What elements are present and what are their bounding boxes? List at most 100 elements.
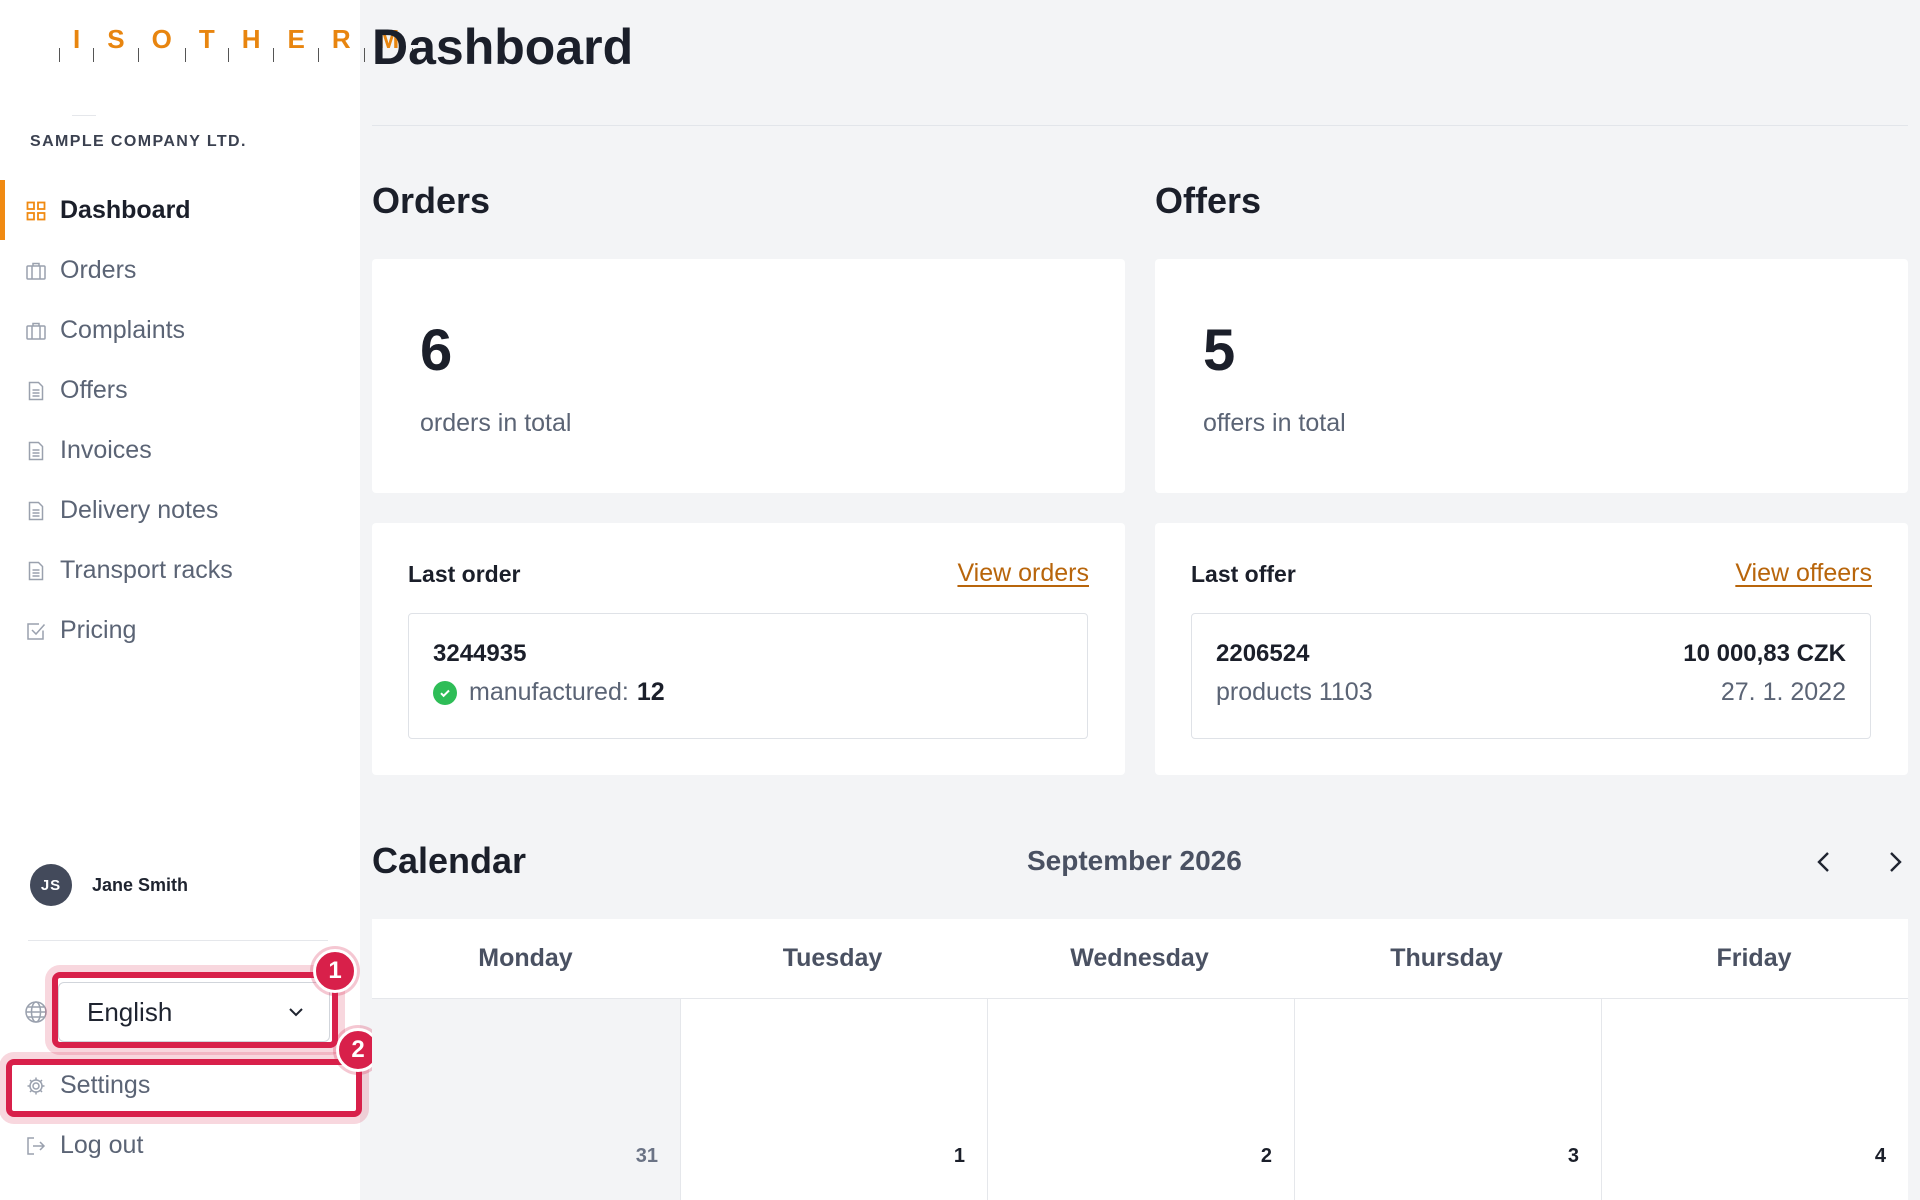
- calendar-date: 3: [1567, 1145, 1579, 1167]
- calendar-day-cell[interactable]: 31: [372, 999, 680, 1200]
- sidebar-item-label: Orders: [60, 255, 137, 284]
- logo-letter: S: [107, 24, 125, 54]
- logout-link[interactable]: Log out: [0, 1115, 360, 1175]
- calendar-date: 4: [1874, 1145, 1886, 1167]
- title-divider: [372, 125, 1908, 126]
- user-profile[interactable]: JS Jane Smith: [30, 864, 188, 906]
- logo-tick: [227, 48, 229, 62]
- calendar-date: 31: [635, 1145, 658, 1167]
- weekday-header: Friday: [1716, 944, 1792, 972]
- sidebar-item-complaints[interactable]: Complaints: [0, 300, 360, 360]
- logo-tick: [184, 48, 186, 62]
- weekday-header: Monday: [478, 944, 573, 972]
- last-offer-item[interactable]: 2206524 products 1103 10 000,83 CZK 27. …: [1191, 613, 1871, 739]
- sidebar-item-label: Complaints: [60, 315, 186, 344]
- calendar-day-cell[interactable]: 4: [1601, 999, 1908, 1200]
- calendar-date: 2: [1260, 1145, 1272, 1167]
- company-name: SAMPLE COMPANY LTD.: [30, 133, 247, 150]
- document-icon: [28, 381, 44, 401]
- view-offers-link[interactable]: View offeers: [1735, 559, 1872, 587]
- logo-tick: [59, 48, 60, 62]
- weekday-header: Wednesday: [1070, 944, 1209, 972]
- calendar-day-cell[interactable]: 2: [987, 999, 1294, 1200]
- offer-date: 27. 1. 2022: [1720, 678, 1846, 706]
- calendar-day-cell[interactable]: 1: [680, 999, 987, 1200]
- chevron-left-icon[interactable]: [1812, 848, 1836, 876]
- user-name: Jane Smith: [92, 874, 189, 895]
- sidebar-divider: [28, 940, 328, 941]
- highlight-settings: [6, 1059, 362, 1117]
- last-order-card: Last order View orders 3244935 manufactu…: [372, 523, 1125, 775]
- last-offer-card: Last offer View offeers 2206524 products…: [1155, 523, 1908, 775]
- settings-label: Settings: [60, 1070, 151, 1099]
- sidebar-item-pricing[interactable]: Pricing: [0, 600, 360, 660]
- avatar: JS: [30, 864, 72, 906]
- sidebar-item-dashboard[interactable]: Dashboard: [0, 180, 360, 240]
- sidebar-item-label: Transport racks: [60, 555, 233, 584]
- logo-tick: [137, 48, 139, 62]
- sidebar: I S O T H E R M SAMPLE COMPANY LTD. Dash…: [0, 0, 414, 1200]
- calendar-divider: [372, 998, 1908, 999]
- offers-section-title: Offers: [1155, 180, 1262, 221]
- logo-letter: T: [198, 24, 215, 54]
- orders-total-count: 6: [420, 318, 453, 383]
- highlight-language-select: [52, 972, 338, 1048]
- logo-tick: [273, 48, 275, 62]
- status-value: 12: [636, 678, 665, 706]
- chevron-down-icon: [289, 1008, 303, 1017]
- logo-letter: H: [241, 24, 261, 54]
- grid-icon: [26, 201, 46, 221]
- isotherm-logo[interactable]: I S O T H E R M: [46, 24, 426, 62]
- last-order-item[interactable]: 3244935 manufactured: 12: [408, 613, 1088, 739]
- sidebar-item-label: Pricing: [60, 615, 137, 644]
- sidebar-item-offers[interactable]: Offers: [0, 360, 360, 420]
- language-select-value: English: [87, 996, 173, 1027]
- check-circle-icon: [433, 680, 457, 705]
- settings-link[interactable]: Settings: [0, 1055, 360, 1115]
- logo-tick: [317, 48, 319, 62]
- sidebar-item-label: Invoices: [60, 435, 152, 464]
- logo-letter: M: [377, 24, 400, 54]
- sidebar-item-transport-racks[interactable]: Transport racks: [0, 540, 360, 600]
- logo-letter: O: [151, 24, 172, 54]
- last-offer-heading: Last offer: [1191, 561, 1296, 587]
- logo-letter: R: [331, 24, 351, 54]
- sidebar-item-label: Dashboard: [60, 195, 191, 224]
- sidebar-item-delivery-notes[interactable]: Delivery notes: [0, 480, 360, 540]
- calendar-date: 1: [953, 1145, 965, 1167]
- offer-products: products 1103: [1216, 678, 1373, 706]
- logo-divider: [72, 115, 96, 116]
- logout-label: Log out: [60, 1130, 144, 1159]
- gear-icon: [27, 1077, 45, 1095]
- orders-total-label: orders in total: [420, 409, 572, 437]
- document-icon: [28, 441, 44, 461]
- chevron-right-icon[interactable]: [1883, 848, 1907, 876]
- last-order-heading: Last order: [408, 561, 521, 587]
- briefcase-icon: [26, 322, 46, 340]
- sidebar-item-invoices[interactable]: Invoices: [0, 420, 360, 480]
- calendar-title: Calendar: [372, 840, 527, 881]
- logo-letter: I: [73, 24, 81, 54]
- order-number: 3244935: [433, 640, 527, 667]
- step-badge-1: 1: [313, 949, 357, 993]
- logo-tick: [412, 48, 414, 62]
- globe-icon: [25, 1001, 47, 1023]
- sidebar-item-label: Offers: [60, 375, 128, 404]
- calendar-day-cell[interactable]: 3: [1294, 999, 1601, 1200]
- document-icon: [28, 561, 44, 581]
- document-icon: [28, 501, 44, 521]
- offer-amount: 10 000,83 CZK: [1683, 640, 1846, 667]
- language-select[interactable]: English: [58, 982, 330, 1042]
- orders-section-title: Orders: [372, 180, 491, 221]
- order-status: manufactured: 12: [433, 678, 665, 707]
- offers-total-card: 5 offers in total: [1155, 259, 1908, 493]
- view-orders-link[interactable]: View orders: [957, 559, 1089, 587]
- logo-tick: [93, 48, 95, 62]
- weekday-header: Tuesday: [782, 944, 883, 972]
- sidebar-item-orders[interactable]: Orders: [0, 240, 360, 300]
- offers-total-label: offers in total: [1203, 409, 1346, 437]
- briefcase-icon: [26, 262, 46, 280]
- offer-number: 2206524: [1216, 640, 1310, 667]
- page-title: Dashboard: [372, 19, 634, 75]
- checkbox-icon: [27, 623, 46, 640]
